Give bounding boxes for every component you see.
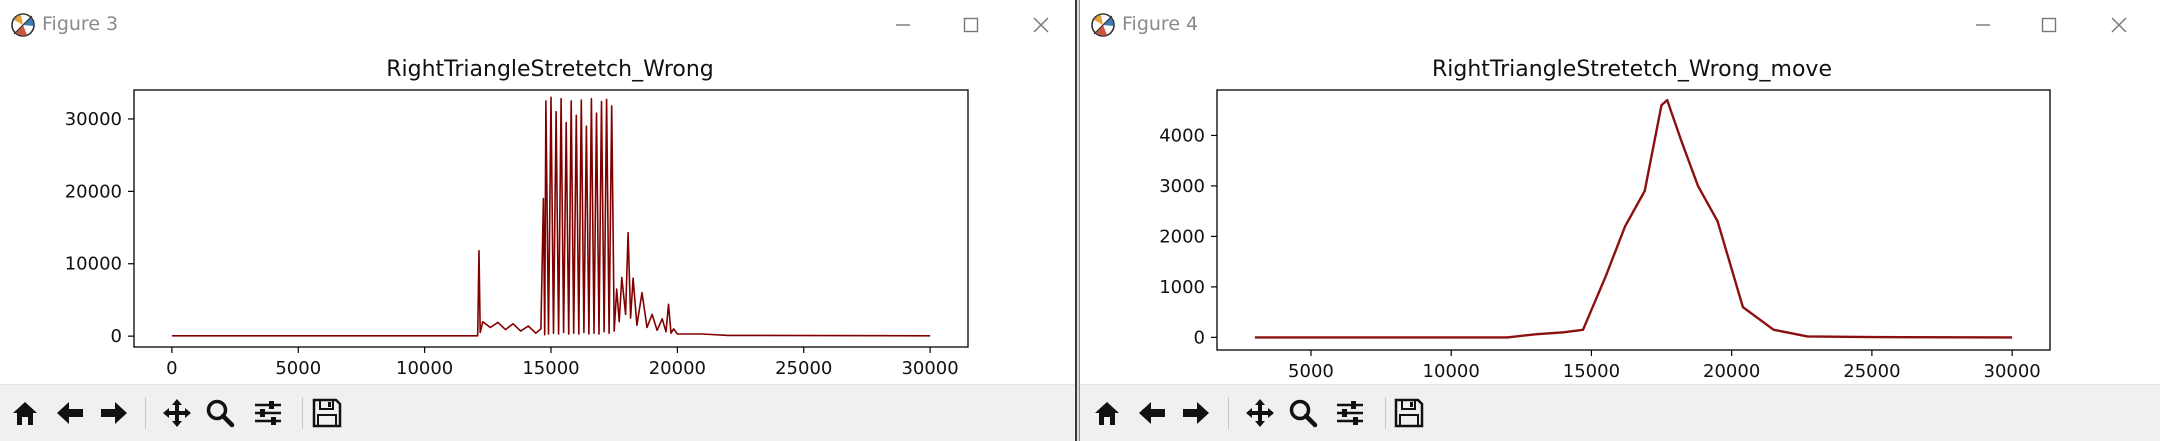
navigation-toolbar — [1080, 384, 2160, 441]
sliders-icon — [1337, 401, 1363, 425]
maximize-button[interactable] — [2031, 8, 2067, 42]
magnifier-icon — [206, 399, 235, 428]
toolbar-separator — [302, 397, 303, 429]
minimize-icon — [1976, 24, 1990, 26]
x-tick-label: 30000 — [901, 358, 958, 379]
chart-marks — [1254, 98, 2013, 339]
close-icon — [1033, 17, 1049, 33]
figure-3-window: Figure 3 RightTriangleStretetch_Wrong 0 5… — [0, 0, 1077, 441]
y-tick-label: 1000 — [1159, 277, 1205, 298]
y-tick-label: 20000 — [65, 181, 122, 202]
toolbar-separator — [1385, 397, 1386, 429]
y-axis: 0 1000 2000 3000 4000 — [1159, 125, 1217, 348]
maximize-icon — [2041, 17, 2057, 33]
zoom-button[interactable] — [1283, 393, 1323, 433]
floppy-disk-icon — [1394, 398, 1424, 428]
home-icon — [13, 402, 37, 425]
chart-marks — [171, 96, 931, 337]
save-button[interactable] — [307, 393, 347, 433]
maximize-icon — [963, 17, 979, 33]
x-tick-label: 25000 — [1843, 361, 1900, 382]
matplotlib-icon — [11, 13, 35, 37]
maximize-button[interactable] — [953, 8, 989, 42]
window-title: Figure 4 — [1122, 13, 1199, 35]
save-button[interactable] — [1389, 393, 1429, 433]
chart-title: RightTriangleStretetch_Wrong_move — [1432, 57, 1832, 82]
configure-subplots-button[interactable] — [248, 393, 288, 433]
home-icon — [1095, 402, 1119, 425]
y-tick-label: 0 — [111, 326, 122, 347]
figure-4-canvas: RightTriangleStretetch_Wrong_move 5000 10… — [1159, 57, 2051, 382]
x-tick-label: 30000 — [1984, 361, 2041, 382]
x-axis: 5000 10000 15000 20000 25000 30000 — [1288, 350, 2041, 382]
minimize-button[interactable] — [885, 8, 921, 42]
minimize-icon — [896, 24, 910, 26]
matplotlib-icon — [1091, 13, 1115, 37]
move-icon — [163, 399, 191, 427]
forward-button[interactable] — [1176, 393, 1216, 433]
arrow-right-icon — [1183, 402, 1209, 424]
x-axis: 0 5000 10000 15000 20000 25000 30000 — [166, 347, 959, 379]
y-axis: 0 10000 20000 30000 — [65, 109, 134, 347]
y-tick-label: 4000 — [1159, 125, 1205, 146]
x-tick-label: 15000 — [522, 358, 579, 379]
chart-title: RightTriangleStretetch_Wrong — [386, 57, 714, 82]
x-tick-label: 25000 — [775, 358, 832, 379]
series-line — [1254, 98, 2013, 339]
arrow-right-icon — [101, 402, 127, 424]
close-button[interactable] — [2101, 8, 2137, 42]
toolbar-separator — [145, 397, 146, 429]
x-tick-label: 10000 — [396, 358, 453, 379]
toolbar-separator — [1228, 397, 1229, 429]
back-button[interactable] — [50, 393, 90, 433]
y-tick-label: 10000 — [65, 254, 122, 275]
title-bar: Figure 4 — [1080, 0, 2160, 50]
title-bar: Figure 3 — [0, 0, 1075, 50]
x-tick-label: 0 — [166, 358, 177, 379]
zoom-button[interactable] — [200, 393, 240, 433]
sliders-icon — [255, 401, 281, 425]
close-icon — [2111, 17, 2127, 33]
home-button[interactable] — [1087, 393, 1127, 433]
x-tick-label: 15000 — [1563, 361, 1620, 382]
series-line — [171, 96, 931, 337]
forward-button[interactable] — [94, 393, 134, 433]
figure-3-canvas: RightTriangleStretetch_Wrong 0 5000 10000 1… — [65, 57, 969, 379]
magnifier-icon — [1289, 399, 1318, 428]
back-button[interactable] — [1132, 393, 1172, 433]
pan-button[interactable] — [157, 393, 197, 433]
floppy-disk-icon — [312, 398, 342, 428]
y-tick-label: 3000 — [1159, 176, 1205, 197]
x-tick-label: 20000 — [1703, 361, 1760, 382]
x-tick-label: 10000 — [1423, 361, 1480, 382]
arrow-left-icon — [57, 402, 83, 424]
y-tick-label: 30000 — [65, 109, 122, 130]
window-title: Figure 3 — [42, 13, 119, 35]
arrow-left-icon — [1139, 402, 1165, 424]
move-icon — [1246, 399, 1274, 427]
y-tick-label: 2000 — [1159, 226, 1205, 247]
configure-subplots-button[interactable] — [1330, 393, 1370, 433]
pan-button[interactable] — [1240, 393, 1280, 433]
figure-4-window: Figure 4 RightTriangleStretetch_Wrong_mo… — [1079, 0, 2160, 441]
close-button[interactable] — [1023, 8, 1059, 42]
y-tick-label: 0 — [1194, 327, 1205, 348]
axes-frame — [1216, 89, 2051, 351]
x-tick-label: 20000 — [649, 358, 706, 379]
minimize-button[interactable] — [1965, 8, 2001, 42]
home-button[interactable] — [5, 393, 45, 433]
navigation-toolbar — [0, 384, 1075, 441]
x-tick-label: 5000 — [1288, 361, 1334, 382]
x-tick-label: 5000 — [275, 358, 321, 379]
